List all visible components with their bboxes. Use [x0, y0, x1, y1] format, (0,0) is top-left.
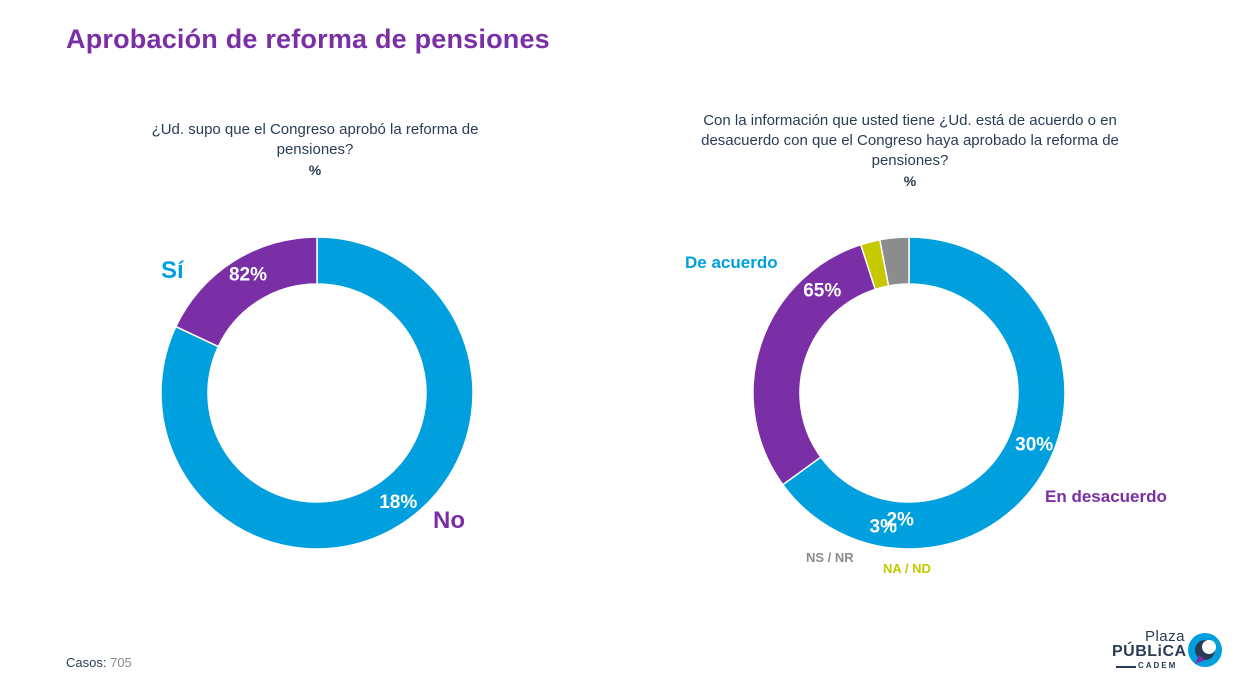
- sample-size-value: 705: [110, 655, 132, 670]
- donut-2-label-en-desacuerdo: En desacuerdo: [1045, 487, 1167, 506]
- question-text: Con la información que usted tiene ¿Ud. …: [701, 112, 1119, 169]
- donut-1-slice-no: [174, 236, 318, 348]
- donut-2-label-ns-nr: NS / NR: [806, 550, 854, 565]
- donut-1-value-no: 18%: [379, 492, 417, 513]
- donut-1-label-no: No: [433, 507, 465, 534]
- logo-line-1: Plaza: [1144, 628, 1185, 645]
- donut-2-value-en-desacuerdo: 30%: [1015, 435, 1053, 456]
- logo-line-2: PÚBLiCA: [1112, 643, 1187, 660]
- unit-label: %: [308, 162, 322, 178]
- donut-1-label-si: Sí: [161, 257, 185, 284]
- donut-1-value-si: 82%: [229, 264, 267, 285]
- logo-mark-icon: [1188, 633, 1222, 667]
- page-title: Aprobación de reforma de pensiones: [66, 24, 550, 54]
- donut-2-slice-ns-nr: [878, 236, 910, 287]
- donut-2-label-de-acuerdo: De acuerdo: [685, 253, 778, 272]
- unit-label: %: [903, 173, 917, 189]
- sample-size: Casos: 705: [66, 655, 132, 670]
- donut-2-value-ns-nr: 3%: [870, 517, 898, 538]
- question-text: ¿Ud. supo que el Congreso aprobó la refo…: [151, 121, 479, 158]
- donut-1-slice-si: [160, 236, 474, 550]
- donut-2-value-na-nd: 2%: [886, 510, 914, 531]
- logo-line-3: CADEM: [1138, 661, 1178, 670]
- plaza-publica-logo: Plaza PÚBLiCA CADEM: [1108, 628, 1233, 676]
- donut-2-slice-de-acuerdo: [781, 236, 1066, 550]
- sample-size-label: Casos: [66, 655, 103, 670]
- question-awareness: ¿Ud. supo que el Congreso aprobó la refo…: [140, 120, 490, 180]
- question-agreement: Con la información que usted tiene ¿Ud. …: [700, 111, 1120, 191]
- donut-2-slice-en-desacuerdo: [752, 243, 877, 486]
- logo-underline: [1116, 666, 1136, 668]
- donut-2-label-na-nd: NA / ND: [883, 561, 931, 576]
- donut-2-value-de-acuerdo: 65%: [803, 281, 841, 302]
